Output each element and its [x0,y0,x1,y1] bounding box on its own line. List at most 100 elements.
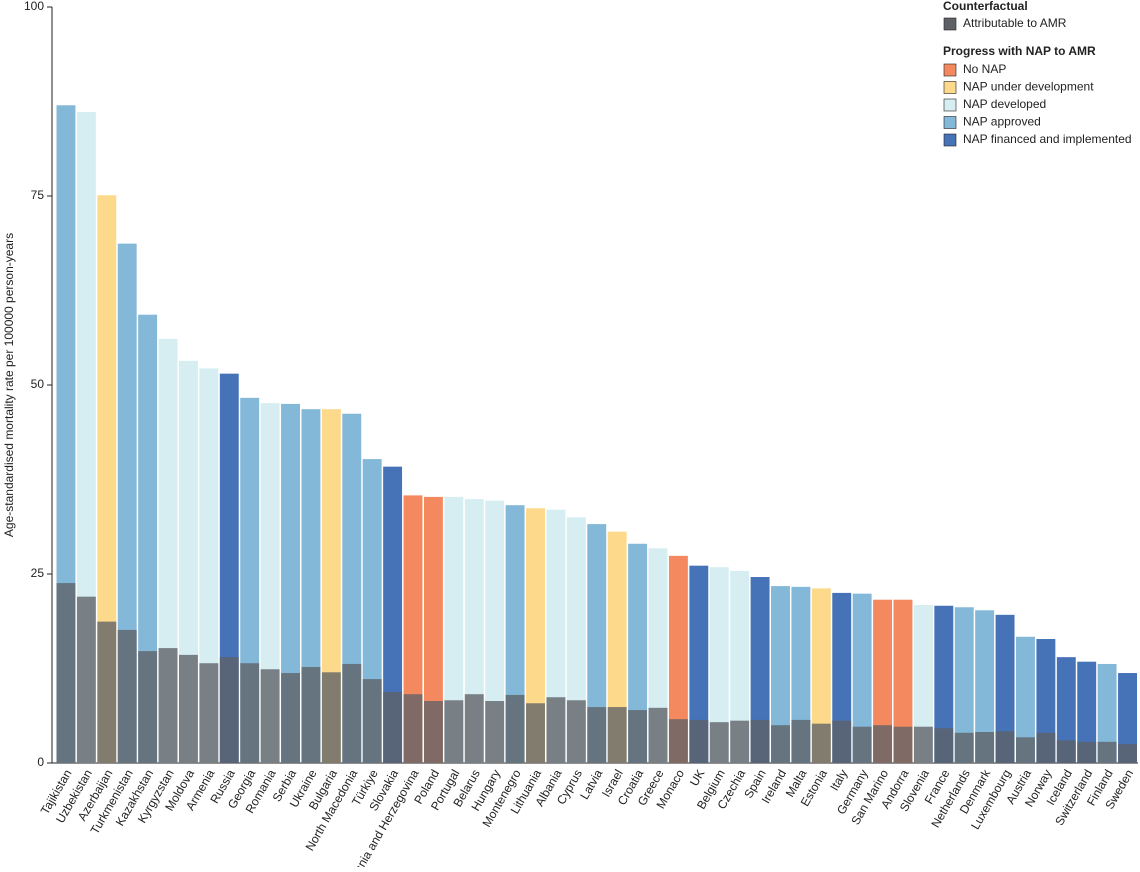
legend-title: Progress with NAP to AMR [943,44,1096,58]
y-tick-label: 0 [37,755,44,769]
amr-bar [1118,744,1137,763]
amr-bar [485,701,505,763]
legend-label: Attributable to AMR [963,16,1067,30]
amr-bar [321,672,341,763]
amr-bar [995,731,1015,763]
amr-bar [1077,741,1097,763]
legend-label: NAP financed and implemented [963,132,1132,146]
bar [444,496,464,763]
bar [668,555,688,763]
amr-bar [628,710,648,763]
amr-bar [668,719,688,763]
amr-bar [750,719,770,763]
amr-bar [566,700,586,763]
bar [485,500,505,763]
bar [873,599,893,763]
bar [913,604,933,763]
amr-bar [240,663,260,763]
legend-label: No NAP [963,62,1006,76]
amr-bar [546,697,566,763]
amr-bar [1097,741,1117,763]
bar [383,466,403,763]
bar [587,524,607,763]
legend-swatch [943,81,957,94]
amr-bar [178,654,198,763]
legend-swatch [943,133,957,147]
amr-bar [362,679,382,763]
legend-title: Counterfactual [943,0,1028,13]
bar [628,543,648,763]
legend-label: NAP approved [963,115,1041,129]
y-tick-label: 25 [31,566,45,580]
bar [1097,663,1117,763]
amr-bar [954,732,974,763]
bar [852,593,872,763]
amr-bar [893,726,913,763]
amr-bar [1056,740,1076,763]
amr-bar [913,726,933,763]
legend-swatch [943,17,957,31]
amr-bar [138,651,158,763]
bar [954,607,974,763]
amr-bar [219,657,239,763]
amr-bar [383,691,403,763]
amr-bar [301,666,321,763]
bar [934,605,954,763]
amr-bar [1036,732,1056,763]
amr-bar [117,629,137,763]
amr-bar [771,725,790,763]
bar [832,592,852,763]
bar [1077,661,1097,763]
y-axis-label: Age-standardised mortality rate per 1000… [2,233,16,537]
amr-bar [444,700,464,763]
amr-bar [97,621,117,763]
bar [1016,636,1035,763]
amr-bar [342,663,362,763]
amr-bar [505,694,525,763]
amr-bar [56,583,76,763]
legend-swatch [943,98,957,112]
bar [730,570,750,763]
legend-label: NAP developed [963,97,1046,111]
y-tick-label: 100 [24,0,44,13]
amr-bar [689,719,709,763]
amr-bar [526,703,545,763]
amr-bar [873,725,893,763]
bar [893,599,913,763]
bar [791,586,811,763]
amr-bar [281,673,300,763]
amr-bar [423,701,443,763]
amr-bar [607,707,627,763]
amr-bar [934,728,954,763]
bar [811,588,831,763]
amr-bar [587,707,607,763]
amr-bar [852,726,872,763]
amr-bar [709,722,729,763]
bar [709,567,729,763]
amr-bar [730,720,750,763]
amr-bar [158,648,178,763]
amr-bar [1016,737,1035,763]
legend-label: NAP under development [963,80,1094,94]
bar [526,508,545,763]
x-tick-label: Latvia [577,767,605,802]
amr-bar [464,694,484,763]
y-tick-label: 75 [31,188,45,202]
bar [975,610,995,763]
bar [995,614,1015,763]
bar [138,314,158,763]
bar [1036,639,1056,763]
amr-bar [975,732,995,763]
bar [97,195,117,763]
legend-swatch [943,63,957,77]
legend-swatch [943,116,957,129]
amr-bar [199,663,219,763]
bar [750,577,770,763]
amr-bar [832,720,852,763]
amr-bar [260,669,280,763]
amr-bar [403,694,423,763]
amr-bar [76,596,96,763]
bar [423,496,443,763]
bar [689,565,709,763]
